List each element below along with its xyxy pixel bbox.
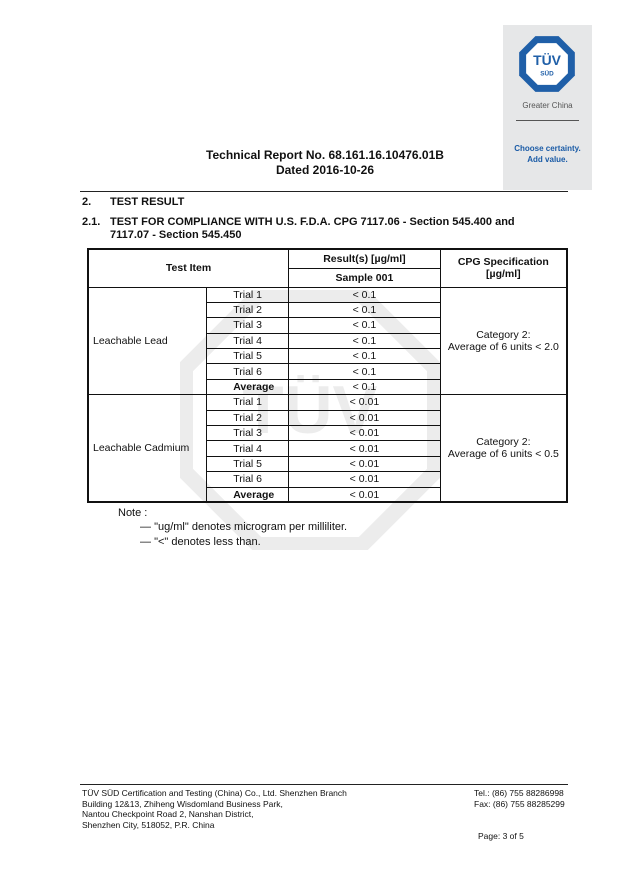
- result-cell: < 0.1: [288, 286, 441, 303]
- slogan: Choose certainty. Add value.: [514, 144, 581, 164]
- svg-text:SÜD: SÜD: [540, 69, 554, 78]
- result-cell: < 0.01: [288, 455, 441, 473]
- table-row: Leachable Cadmium Trial 1 < 0.01 Category 2…: [87, 394, 568, 503]
- result-cell: < 0.01: [288, 409, 441, 427]
- header-spec: CPG Specification [µg/ml]: [439, 248, 568, 288]
- table-row: Leachable Lead Trial 1 < 0.1 Category 2: Ave…: [87, 286, 568, 396]
- subsection-number: 2.1.: [82, 216, 101, 228]
- result-cell: < 0.1: [288, 363, 441, 380]
- svg-text:TÜV: TÜV: [533, 52, 562, 68]
- results-table: Test Item Result(s) [µg/ml] CPG Specificat…: [87, 248, 568, 504]
- trial-cell: Trial 5: [206, 455, 290, 473]
- footer-divider: [80, 784, 568, 785]
- table-row: Trial 2 < 0.1: [88, 301, 567, 319]
- table-row: Trial 6 < 0.01: [88, 471, 567, 488]
- page-number: Page: 3 of 5: [478, 831, 524, 841]
- result-cell: < 0.01: [288, 440, 441, 457]
- table-row: Trial 2 < 0.01: [88, 409, 567, 427]
- brand-panel: TÜV SÜD Greater China Choose certainty. Ad…: [503, 25, 592, 190]
- header-sample: Sample 001: [288, 268, 441, 288]
- result-cell: < 0.1: [288, 332, 441, 350]
- footer-contact: Tel.: (86) 755 88286998 Fax: (86) 755 882…: [474, 788, 565, 809]
- spec-cell: Category 2: Average of 6 units < 2.0: [439, 286, 568, 396]
- trial-cell: Trial 4: [206, 332, 290, 350]
- trial-cell: Trial 2: [206, 409, 290, 427]
- subsection-title: TEST FOR COMPLIANCE WITH U.S. F.D.A. CPG…: [110, 216, 515, 241]
- table-row: Average < 0.01: [88, 486, 567, 503]
- header-test-item: Test Item: [87, 248, 290, 288]
- table-row: Trial 5 < 0.1: [88, 348, 567, 365]
- trial-cell: Trial 3: [206, 317, 290, 334]
- trial-cell: Trial 2: [206, 301, 290, 319]
- report-title: Technical Report No. 68.161.16.10476.01B…: [206, 148, 444, 177]
- trial-cell: Average: [206, 486, 290, 503]
- result-cell: < 0.1: [288, 348, 441, 365]
- trial-cell: Trial 5: [206, 348, 290, 365]
- note-item: — "ug/ml" denotes microgram per millilit…: [140, 521, 348, 533]
- trial-cell: Trial 1: [206, 286, 290, 303]
- section-number: 2.: [82, 196, 92, 208]
- trial-cell: Trial 4: [206, 440, 290, 457]
- section-title: TEST RESULT: [110, 196, 185, 208]
- header-row: Test Item Result(s) [µg/ml] CPG Specificat…: [87, 248, 568, 288]
- test-item-cell: Leachable Lead: [87, 286, 208, 396]
- region-label: Greater China: [522, 101, 573, 110]
- result-cell: < 0.01: [288, 425, 441, 442]
- table-row: Trial 6 < 0.1: [88, 363, 567, 380]
- table-row: Average < 0.1: [88, 378, 567, 396]
- note-item: — "<" denotes less than.: [140, 536, 261, 548]
- test-item-cell: Leachable Cadmium: [87, 394, 208, 503]
- table-row: Trial 4 < 0.1: [88, 332, 567, 350]
- trial-cell: Trial 1: [206, 394, 290, 411]
- note-label: Note :: [118, 507, 148, 519]
- result-cell: < 0.01: [288, 486, 441, 503]
- trial-cell: Trial 6: [206, 471, 290, 488]
- table-row: Trial 3 < 0.1: [88, 317, 567, 334]
- table-row: Trial 5 < 0.01: [88, 455, 567, 473]
- result-cell: < 0.01: [288, 471, 441, 488]
- divider: [80, 191, 568, 192]
- table-row: Trial 3 < 0.01: [88, 425, 567, 442]
- result-cell: < 0.01: [288, 394, 441, 411]
- trial-cell: Average: [206, 378, 290, 396]
- header-result: Result(s) [µg/ml]: [288, 248, 441, 269]
- spec-cell: Category 2: Average of 6 units < 0.5: [439, 394, 568, 503]
- trial-cell: Trial 6: [206, 363, 290, 380]
- result-cell: < 0.1: [288, 378, 441, 396]
- result-cell: < 0.1: [288, 317, 441, 334]
- result-cell: < 0.1: [288, 301, 441, 319]
- divider: [516, 120, 579, 121]
- footer-address: TÜV SÜD Certification and Testing (China…: [82, 788, 347, 830]
- table-row: Trial 4 < 0.01: [88, 440, 567, 457]
- trial-cell: Trial 3: [206, 425, 290, 442]
